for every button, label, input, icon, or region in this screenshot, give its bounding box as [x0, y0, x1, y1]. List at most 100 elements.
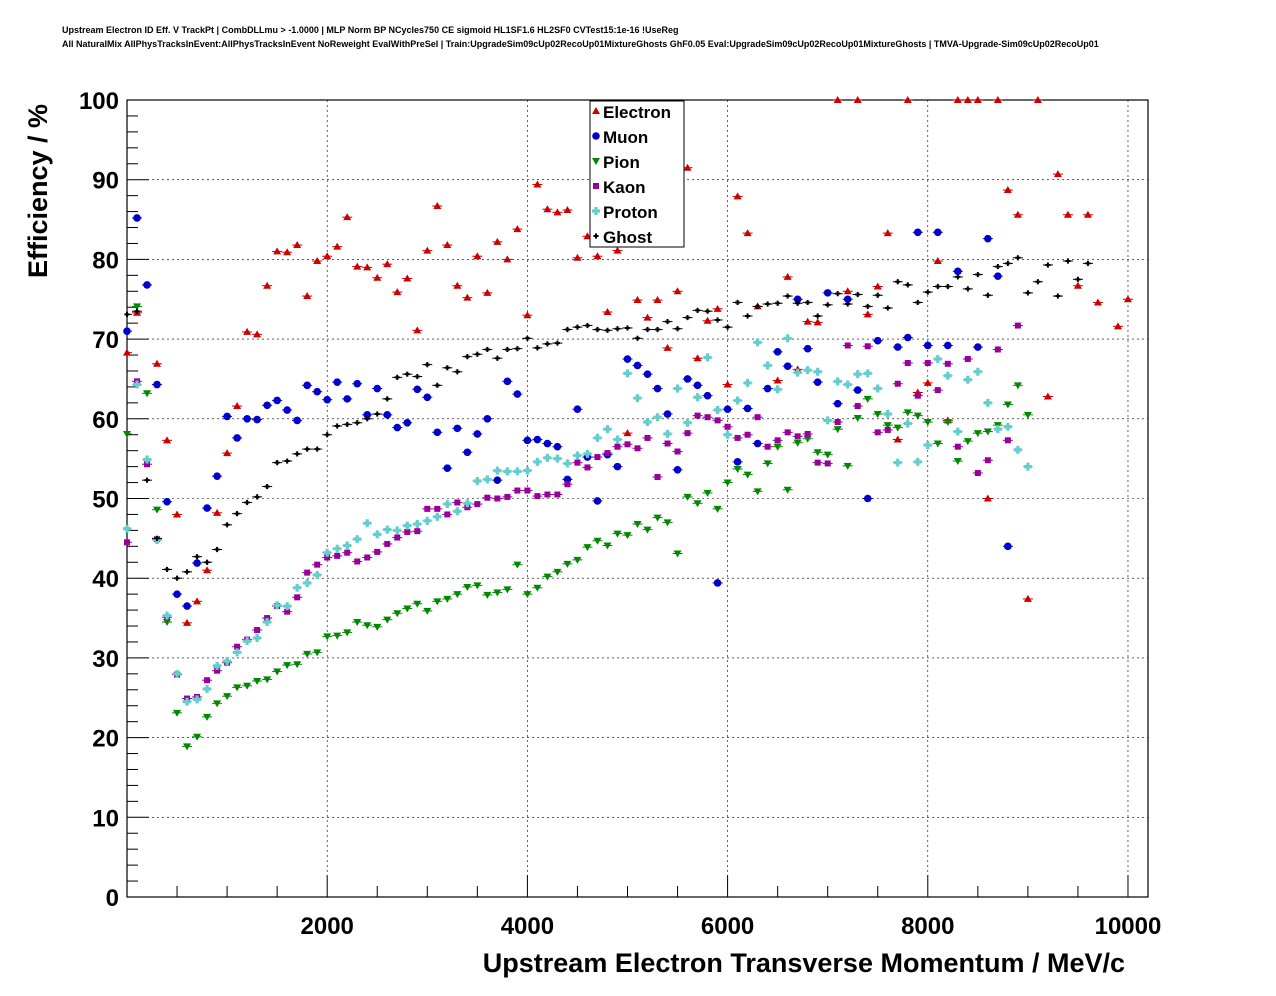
- chart-title-line-2: All NaturalMix AllPhysTracksInEvent:AllP…: [62, 39, 1099, 49]
- data-point: [473, 252, 482, 260]
- data-point: [743, 229, 752, 237]
- data-point: [213, 661, 222, 670]
- data-point: [923, 441, 932, 450]
- data-point: [905, 282, 911, 288]
- data-point: [683, 418, 692, 427]
- y-tick-label: 0: [106, 885, 119, 912]
- data-point: [824, 460, 831, 467]
- data-point: [513, 561, 522, 569]
- data-point: [284, 608, 291, 615]
- data-point: [123, 430, 131, 438]
- data-point: [734, 434, 741, 441]
- data-point: [603, 425, 612, 434]
- data-point: [915, 299, 921, 306]
- series-ghost: [124, 255, 1093, 581]
- data-point: [613, 530, 622, 538]
- data-point: [663, 410, 672, 418]
- data-point: [493, 237, 502, 245]
- data-point: [224, 522, 230, 528]
- data-point: [624, 441, 631, 448]
- data-point: [193, 695, 202, 704]
- legend-marker-ghost: [593, 233, 599, 239]
- legend-marker-proton: [592, 207, 600, 215]
- data-point: [234, 511, 240, 517]
- data-point: [323, 252, 332, 260]
- data-point: [713, 406, 722, 415]
- data-point: [343, 629, 352, 637]
- data-point: [874, 429, 881, 436]
- data-point: [173, 669, 182, 678]
- data-point: [663, 429, 672, 438]
- data-point: [814, 459, 821, 466]
- data-point: [845, 301, 851, 307]
- data-point: [984, 234, 992, 243]
- data-point: [793, 439, 802, 447]
- legend-marker-electron: [592, 107, 600, 114]
- data-point: [513, 225, 522, 233]
- data-point: [453, 424, 462, 433]
- data-point: [413, 600, 422, 608]
- data-point: [985, 292, 991, 298]
- data-point: [473, 476, 482, 485]
- data-point: [544, 341, 551, 347]
- data-point: [773, 385, 782, 394]
- data-point: [303, 381, 311, 390]
- data-point: [1003, 186, 1012, 194]
- data-point: [753, 488, 762, 496]
- data-point: [324, 554, 331, 561]
- data-point: [873, 336, 882, 345]
- data-point: [673, 287, 682, 295]
- data-point: [553, 442, 562, 451]
- data-point: [293, 661, 302, 669]
- data-point: [795, 300, 801, 306]
- data-point: [253, 678, 262, 686]
- data-point: [713, 505, 722, 513]
- data-point: [703, 353, 712, 362]
- data-point: [793, 295, 802, 304]
- data-point: [714, 317, 721, 323]
- data-point: [1013, 210, 1022, 218]
- data-point: [754, 414, 761, 421]
- data-point: [153, 359, 162, 367]
- data-point: [764, 443, 771, 450]
- data-point: [303, 292, 312, 300]
- data-point: [374, 548, 381, 555]
- data-point: [253, 415, 261, 424]
- data-point: [193, 559, 201, 567]
- data-point: [323, 395, 331, 404]
- data-point: [1073, 281, 1082, 289]
- data-point: [353, 262, 362, 270]
- data-point: [633, 296, 642, 304]
- data-point: [223, 657, 232, 666]
- y-tick-label: 50: [92, 487, 119, 514]
- data-point: [973, 430, 982, 438]
- data-point: [923, 418, 932, 426]
- data-point: [353, 379, 362, 388]
- data-point: [543, 573, 552, 581]
- data-point: [263, 281, 272, 289]
- data-point: [865, 303, 871, 310]
- grid: [127, 100, 1148, 897]
- data-point: [434, 505, 441, 512]
- data-point: [963, 375, 972, 384]
- data-point: [743, 471, 752, 479]
- data-point: [403, 418, 412, 427]
- data-point: [664, 318, 671, 325]
- data-point: [443, 241, 452, 249]
- data-point: [163, 619, 172, 627]
- data-point: [363, 263, 372, 271]
- series-pion: [123, 303, 1033, 751]
- data-point: [483, 415, 492, 423]
- data-point: [453, 281, 462, 289]
- data-point: [793, 368, 802, 377]
- data-point: [433, 428, 442, 437]
- data-point: [213, 508, 222, 516]
- data-point: [584, 464, 591, 471]
- data-point: [893, 424, 902, 432]
- data-point: [784, 429, 791, 436]
- legend: Electron Muon Pion Kaon Proton Ghost: [589, 100, 685, 248]
- data-point: [783, 334, 792, 343]
- data-point: [1023, 462, 1032, 471]
- data-point: [815, 313, 821, 319]
- data-point: [753, 439, 762, 448]
